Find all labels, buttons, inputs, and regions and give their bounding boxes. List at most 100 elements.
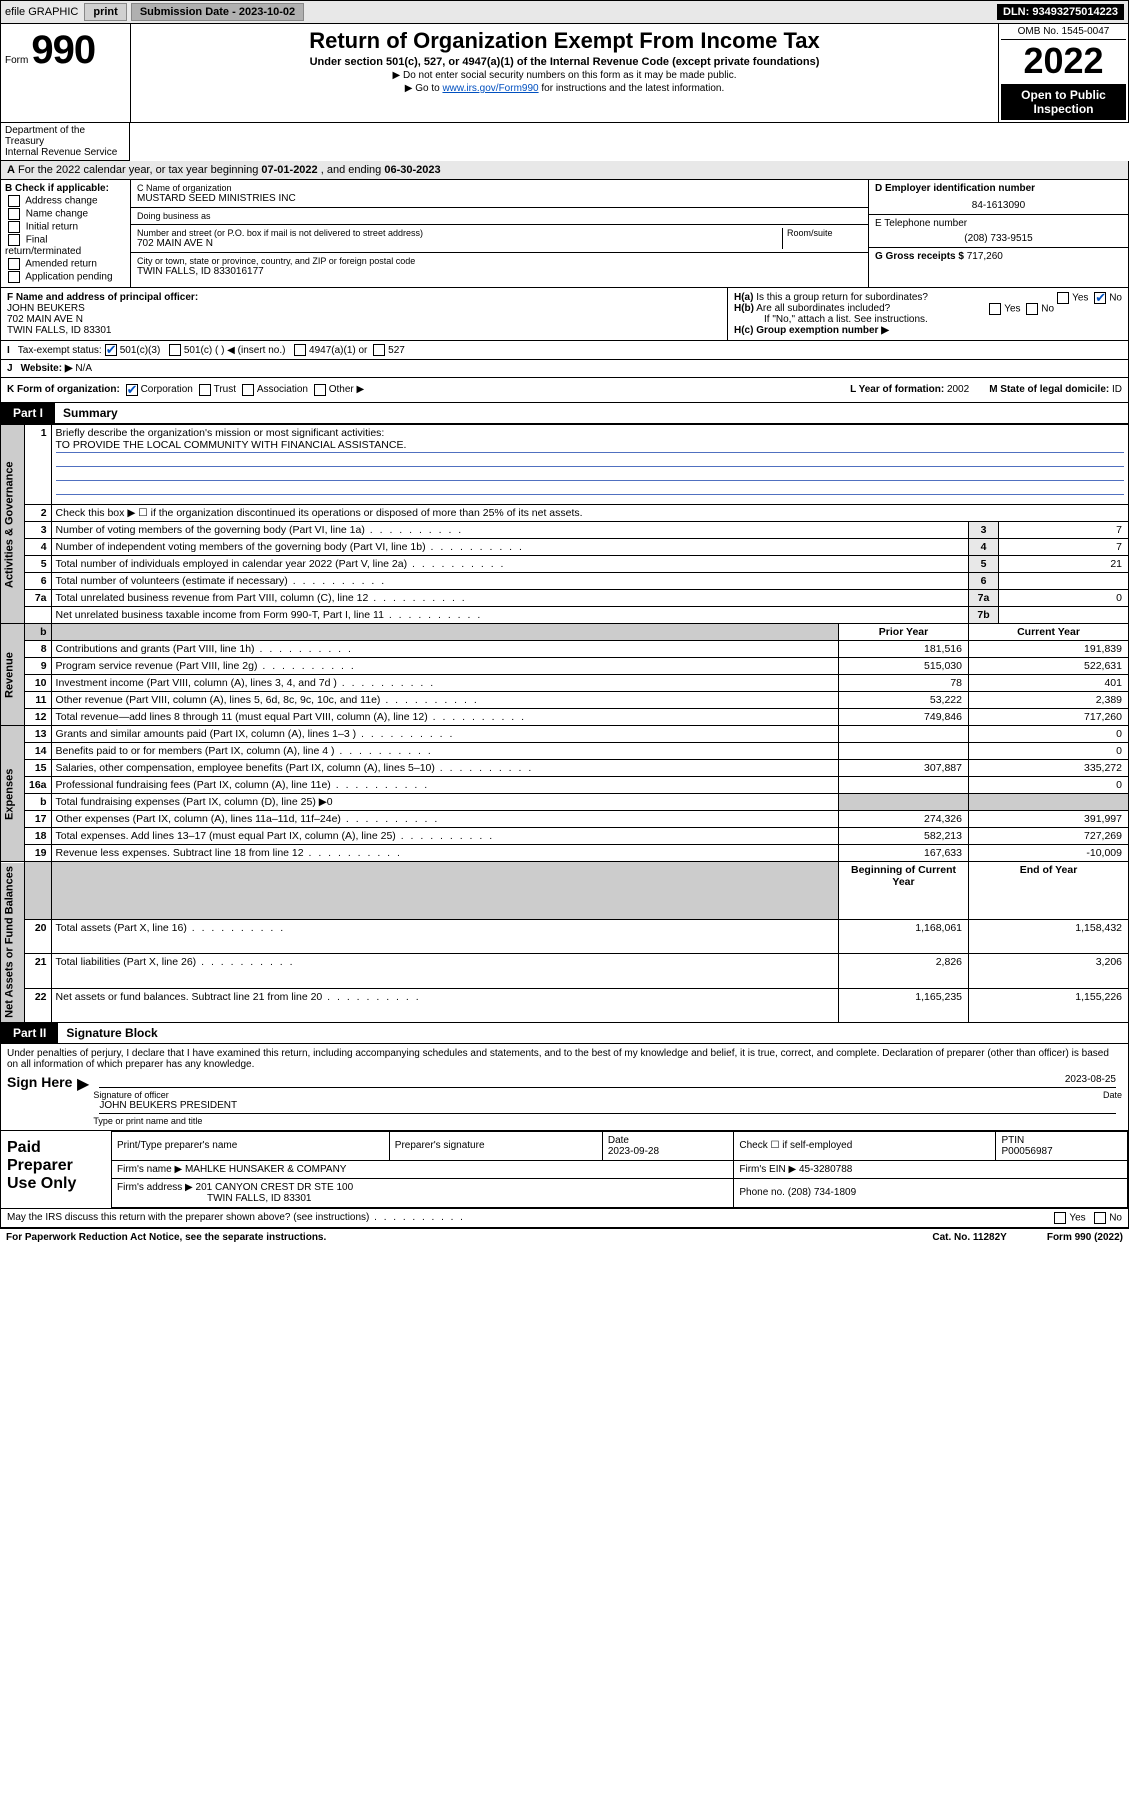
row-j-website: J Website: ▶ N/A	[0, 360, 1129, 378]
chk-discuss-no[interactable]	[1094, 1212, 1106, 1224]
vtab-revenue: Revenue	[1, 624, 25, 726]
ha-row: H(a) Is this a group return for subordin…	[734, 292, 1122, 303]
rev-12: Total revenue—add lines 8 through 11 (mu…	[51, 709, 838, 726]
form-number: 990	[31, 28, 95, 72]
tel-value: (208) 733-9515	[875, 233, 1122, 244]
arrow-icon: ▶	[77, 1074, 89, 1094]
line2-discontinued: Check this box ▶ ☐ if the organization d…	[51, 505, 1128, 522]
gov-line7b: Net unrelated business taxable income fr…	[51, 607, 968, 624]
vtab-expenses: Expenses	[1, 726, 25, 862]
subtitle-1: Under section 501(c), 527, or 4947(a)(1)…	[139, 56, 990, 68]
chk-name-change[interactable]: Name change	[5, 208, 126, 220]
exp-17: Other expenses (Part IX, column (A), lin…	[51, 811, 838, 828]
chk-application-pending[interactable]: Application pending	[5, 271, 126, 283]
prior-year-hdr: Prior Year	[839, 624, 969, 641]
principal-officer: F Name and address of principal officer:…	[1, 288, 728, 340]
summary-table: Activities & Governance 1 Briefly descri…	[0, 424, 1129, 1023]
exp-18: Total expenses. Add lines 13–17 (must eq…	[51, 828, 838, 845]
org-name-row: C Name of organization MUSTARD SEED MINI…	[131, 180, 868, 208]
rev-11: Other revenue (Part VIII, column (A), li…	[51, 692, 838, 709]
part2-tab: Part II	[1, 1023, 58, 1043]
discuss-row: May the IRS discuss this return with the…	[0, 1209, 1129, 1228]
rev-10: Investment income (Part VIII, column (A)…	[51, 675, 838, 692]
prep-name-label: Print/Type preparer's name	[112, 1131, 390, 1160]
org-name-label: C Name of organization	[137, 183, 862, 193]
form-footer: Form 990 (2022)	[1047, 1232, 1123, 1243]
net-22: Net assets or fund balances. Subtract li…	[51, 988, 838, 1022]
paperwork-row: For Paperwork Reduction Act Notice, see …	[0, 1228, 1129, 1246]
chk-discuss-yes[interactable]	[1054, 1212, 1066, 1224]
dept-treasury: Department of the Treasury	[5, 125, 125, 147]
exp-19: Revenue less expenses. Subtract line 18 …	[51, 845, 838, 862]
form-header: Form 990 Return of Organization Exempt F…	[0, 24, 1129, 123]
irs-label: Internal Revenue Service	[5, 147, 125, 158]
form-word: Form	[5, 55, 28, 66]
group-return: H(a) Is this a group return for subordin…	[728, 288, 1128, 340]
chk-assoc[interactable]	[242, 384, 254, 396]
gov-line7a: Total unrelated business revenue from Pa…	[51, 590, 968, 607]
hb-row: H(b) Are all subordinates included? Yes …	[734, 303, 1122, 314]
website-label: Website: ▶	[21, 363, 73, 374]
net-21: Total liabilities (Part X, line 26)	[51, 954, 838, 988]
vtab-net-assets: Net Assets or Fund Balances	[1, 862, 25, 1023]
tax-status-label: Tax-exempt status:	[18, 345, 102, 356]
exp-13: Grants and similar amounts paid (Part IX…	[51, 726, 838, 743]
part1-tab: Part I	[1, 403, 55, 423]
submission-date-value: 2023-10-02	[239, 6, 295, 18]
discuss-text: May the IRS discuss this return with the…	[7, 1212, 465, 1224]
line-a-tax-year: A For the 2022 calendar year, or tax yea…	[0, 161, 1129, 180]
block-fh: F Name and address of principal officer:…	[0, 288, 1129, 341]
chk-527[interactable]	[373, 344, 385, 356]
preparer-title: Paid Preparer Use Only	[1, 1131, 111, 1208]
room-label: Room/suite	[787, 228, 862, 238]
form-number-cell: Form 990	[1, 24, 131, 122]
gov-line6: Total number of volunteers (estimate if …	[51, 573, 968, 590]
city-label: City or town, state or province, country…	[137, 256, 862, 266]
prep-self-employed: Check ☐ if self-employed	[734, 1131, 996, 1160]
efile-label: efile GRAPHIC	[5, 6, 78, 18]
officer-addr1: 702 MAIN AVE N	[7, 314, 721, 325]
print-button[interactable]: print	[84, 3, 126, 21]
public-inspection: Open to Public Inspection	[1001, 84, 1126, 120]
tax-year-begin: 07-01-2022	[261, 164, 317, 176]
ein-label: D Employer identification number	[875, 183, 1035, 194]
dln-label: DLN:	[1003, 6, 1032, 18]
current-year-hdr: Current Year	[969, 624, 1129, 641]
chk-address-change[interactable]: Address change	[5, 195, 126, 207]
dln-box: DLN: 93493275014223	[997, 4, 1124, 20]
exp-14: Benefits paid to or for members (Part IX…	[51, 743, 838, 760]
title-cell: Return of Organization Exempt From Incom…	[131, 24, 998, 122]
tax-year-end: 06-30-2023	[384, 164, 440, 176]
hc-row: H(c) Group exemption number ▶	[734, 325, 1122, 336]
signature-date: 2023-08-25	[1065, 1074, 1116, 1085]
gov-line3: Number of voting members of the governin…	[51, 522, 968, 539]
form-title: Return of Organization Exempt From Incom…	[139, 28, 990, 54]
chk-trust[interactable]	[199, 384, 211, 396]
chk-final-return[interactable]: Final return/terminated	[5, 234, 126, 257]
cat-no: Cat. No. 11282Y	[932, 1232, 1006, 1243]
prep-sig-label: Preparer's signature	[389, 1131, 602, 1160]
chk-4947[interactable]	[294, 344, 306, 356]
ein-value: 84-1613090	[875, 200, 1122, 211]
subtitle-2: ▶ Do not enter social security numbers o…	[139, 70, 990, 81]
dba-row: Doing business as	[131, 208, 868, 225]
chk-501c3[interactable]	[105, 344, 117, 356]
form990-link[interactable]: www.irs.gov/Form990	[442, 83, 538, 94]
chk-501c[interactable]	[169, 344, 181, 356]
chk-amended[interactable]: Amended return	[5, 258, 126, 270]
chk-initial-return[interactable]: Initial return	[5, 221, 126, 233]
begin-year-hdr: Beginning of Current Year	[839, 862, 969, 920]
gross-receipts-cell: G Gross receipts $ 717,260	[869, 248, 1128, 265]
officer-printed-name: JOHN BEUKERS PRESIDENT	[99, 1100, 1116, 1114]
website-value: N/A	[75, 363, 92, 374]
top-bar: efile GRAPHIC print Submission Date - 20…	[0, 0, 1129, 24]
firm-addr-cell: Firm's address ▶ 201 CANYON CREST DR STE…	[112, 1178, 734, 1207]
penalty-statement: Under penalties of perjury, I declare th…	[7, 1048, 1122, 1070]
dln-value: 93493275014223	[1032, 6, 1118, 18]
chk-corp[interactable]	[126, 384, 138, 396]
department-cell: Department of the Treasury Internal Reve…	[0, 123, 130, 161]
sig-officer-label: Signature of officer	[93, 1090, 168, 1100]
chk-other[interactable]	[314, 384, 326, 396]
omb-number: OMB No. 1545-0047	[1001, 26, 1126, 40]
year-formation: L Year of formation: 2002	[850, 384, 969, 396]
